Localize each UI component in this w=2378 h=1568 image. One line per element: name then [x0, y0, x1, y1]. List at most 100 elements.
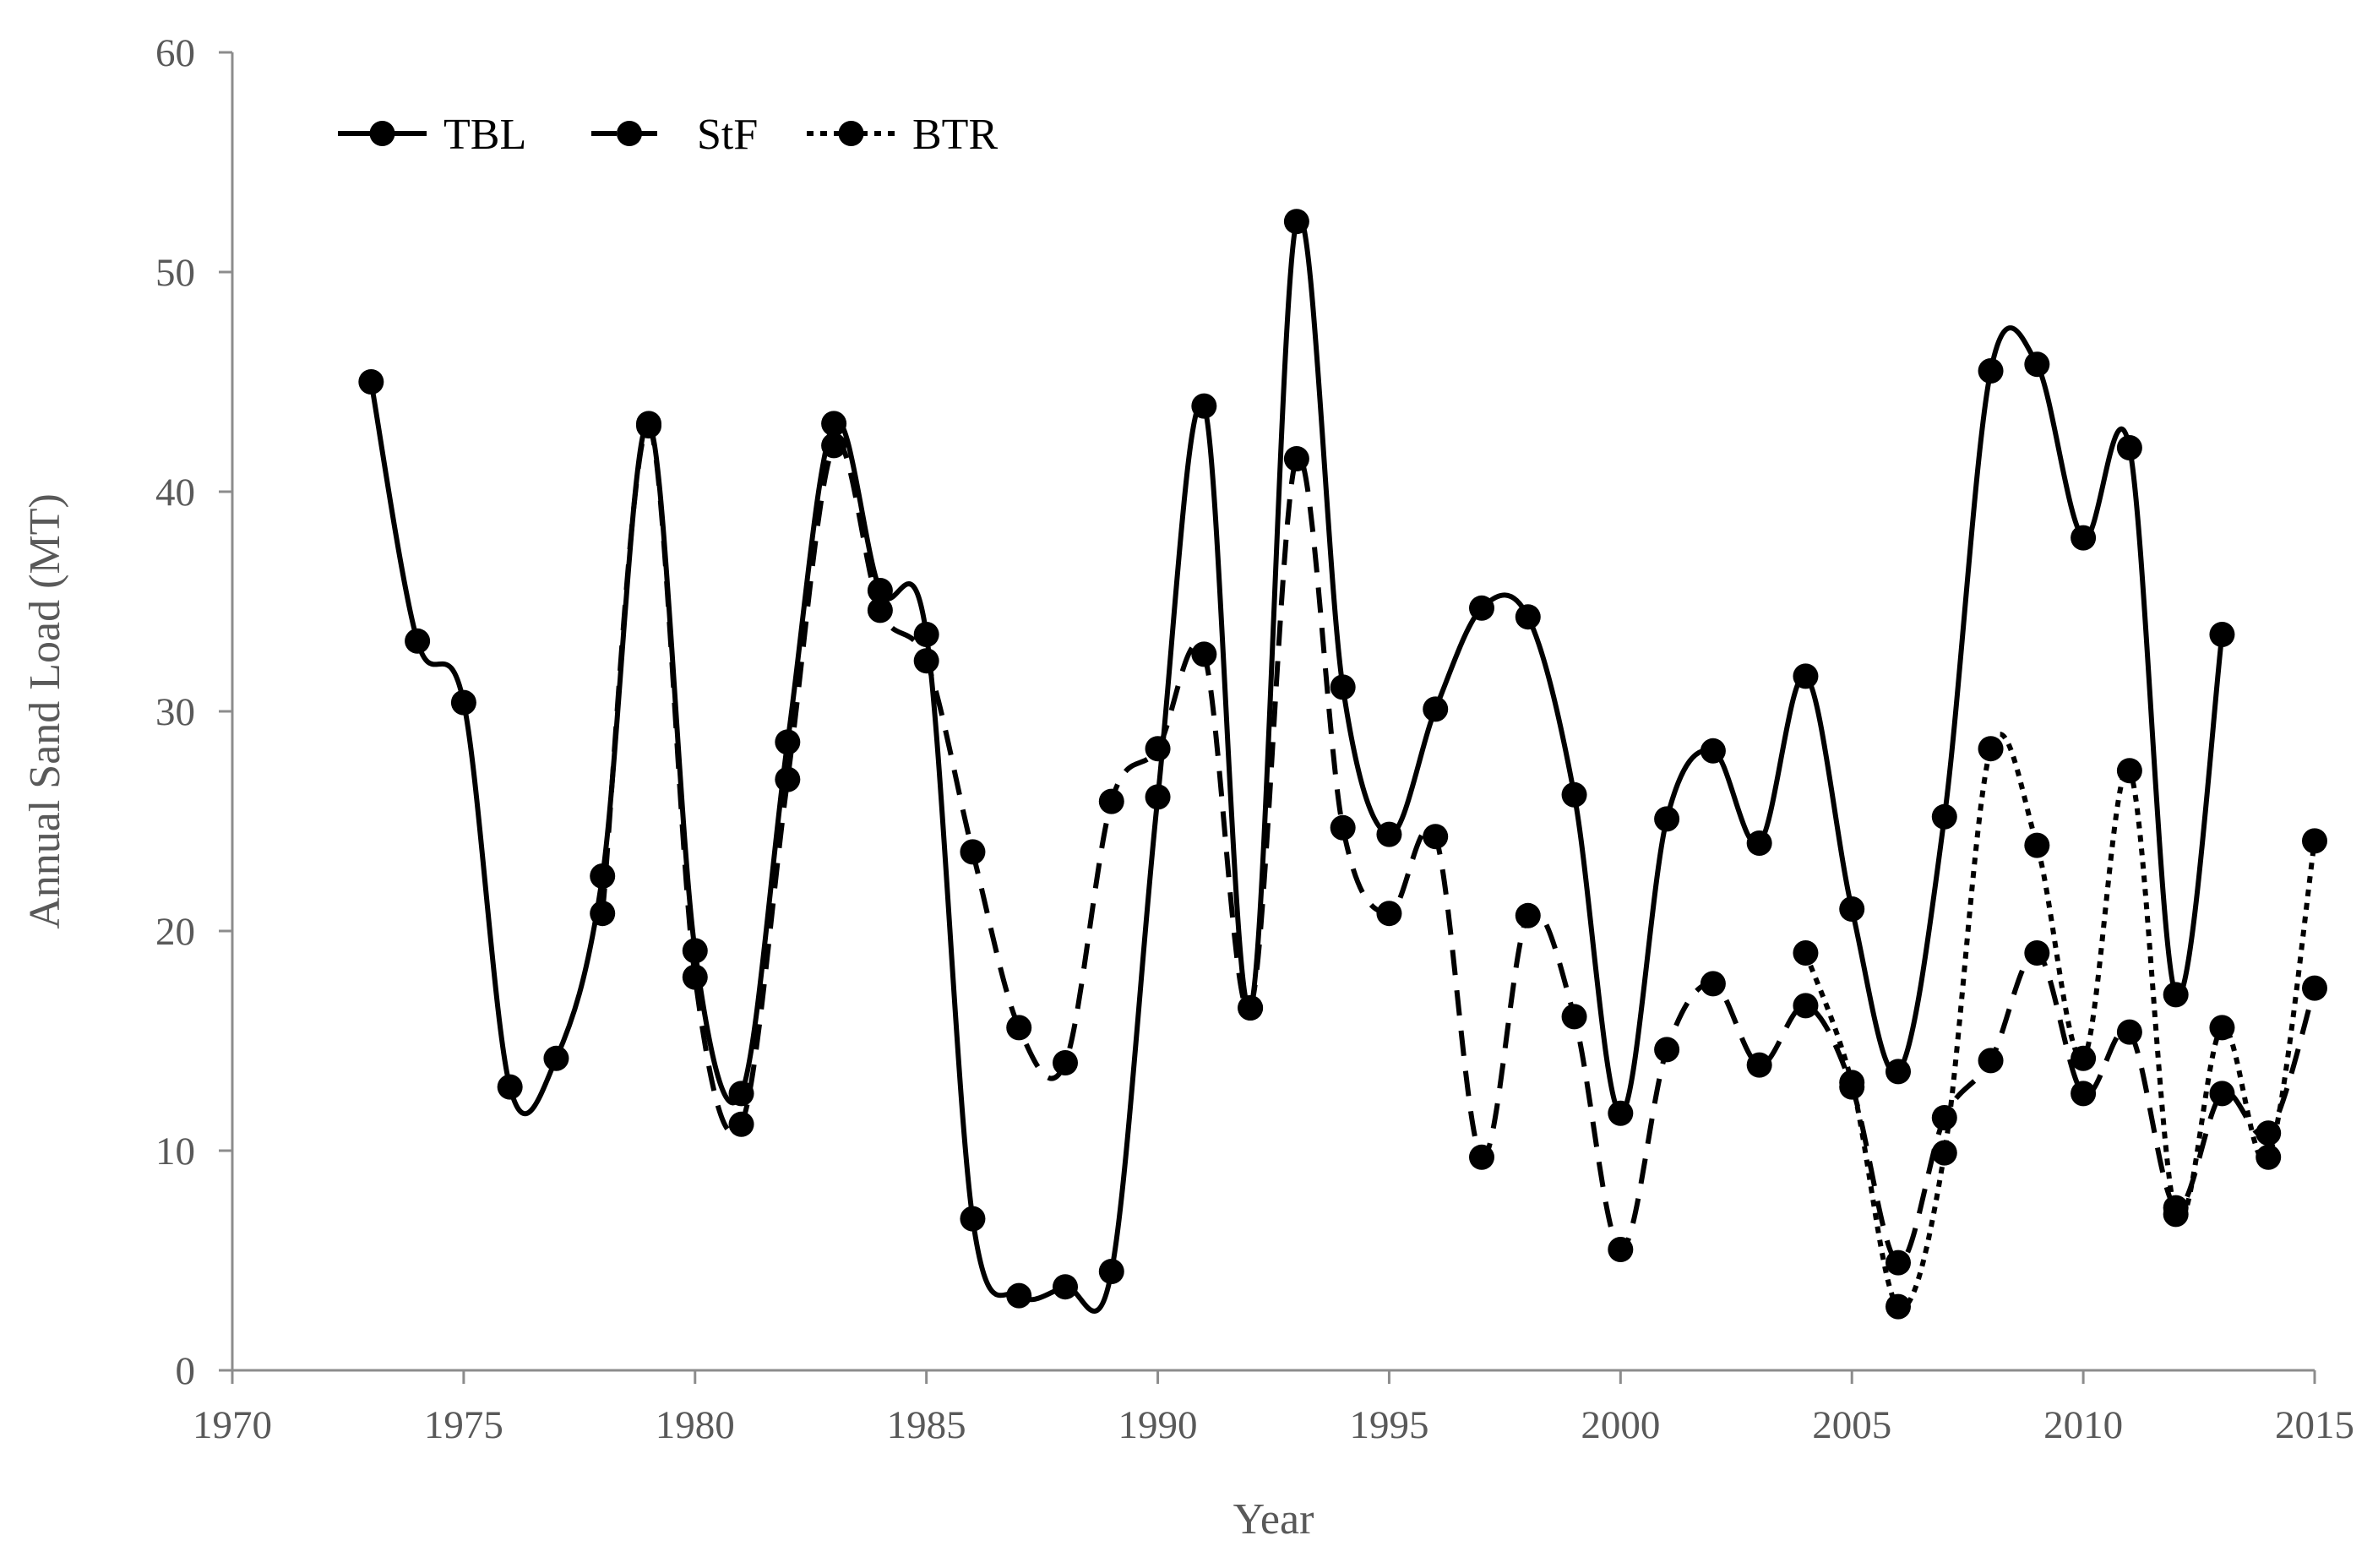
data-point-tbl — [775, 729, 801, 755]
y-tick-label: 40 — [155, 471, 195, 514]
data-point-tbl — [1053, 1274, 1078, 1300]
data-point-stf — [728, 1111, 754, 1137]
data-point-btr — [2256, 1144, 2282, 1170]
data-point-stf — [1793, 993, 1819, 1019]
data-point-btr — [2302, 828, 2327, 854]
x-tick-label: 1975 — [424, 1403, 503, 1447]
legend: TBL StF BTR — [338, 111, 998, 159]
data-point-stf — [867, 597, 893, 623]
data-point-stf — [1330, 814, 1356, 841]
data-point-tbl — [2163, 982, 2189, 1008]
data-point-stf — [2302, 975, 2327, 1001]
data-point-tbl — [2116, 435, 2142, 460]
data-point-btr — [2209, 1015, 2235, 1041]
data-point-tbl — [1931, 803, 1957, 830]
data-point-tbl — [1191, 393, 1217, 419]
x-tick-label: 1995 — [1349, 1403, 1428, 1447]
x-tick-label: 2000 — [1581, 1403, 1660, 1447]
data-point-tbl — [2071, 525, 2097, 551]
data-point-tbl — [1423, 696, 1449, 722]
x-tick-label: 1985 — [887, 1403, 966, 1447]
data-point-tbl — [1238, 995, 1264, 1021]
data-point-tbl — [2024, 351, 2050, 378]
data-point-stf — [2163, 1195, 2189, 1221]
data-point-tbl — [1098, 1259, 1124, 1284]
x-tick-label: 1970 — [193, 1403, 272, 1447]
data-point-tbl — [1746, 830, 1772, 856]
data-point-tbl — [1886, 1059, 1911, 1085]
data-point-stf — [2071, 1081, 2097, 1107]
x-tick-label: 2005 — [1812, 1403, 1891, 1447]
data-point-tbl — [1515, 604, 1541, 630]
data-point-stf — [960, 839, 986, 865]
legend-label: TBL — [443, 111, 526, 159]
data-point-tbl — [913, 622, 939, 647]
data-point-tbl — [728, 1081, 754, 1107]
series-line-tbl — [368, 214, 2225, 1314]
data-point-tbl — [867, 578, 893, 603]
data-point-btr — [2071, 1045, 2097, 1071]
data-point-tbl — [1700, 738, 1726, 764]
data-point-tbl — [960, 1206, 986, 1232]
data-point-btr — [2024, 832, 2050, 858]
legend-swatch-marker — [617, 121, 642, 146]
data-point-stf — [1423, 824, 1449, 850]
data-point-stf — [1839, 1074, 1865, 1100]
y-tick-label: 50 — [155, 251, 195, 295]
data-point-btr — [1886, 1293, 1911, 1320]
data-point-stf — [1191, 641, 1217, 667]
series-line-stf — [600, 422, 2317, 1266]
data-point-tbl — [1978, 358, 2004, 384]
data-point-stf — [1145, 736, 1171, 762]
y-tick-label: 10 — [155, 1130, 195, 1173]
data-point-tbl — [1654, 806, 1680, 832]
data-point-stf — [1886, 1250, 1911, 1276]
data-point-stf — [775, 766, 801, 792]
legend-swatch-marker — [369, 121, 395, 146]
data-point-stf — [2024, 940, 2050, 966]
data-point-tbl — [1793, 663, 1819, 689]
data-point-btr — [2116, 758, 2142, 784]
data-point-btr — [1931, 1140, 1957, 1166]
data-point-tbl — [1145, 784, 1171, 810]
x-axis-title: Year — [1233, 1495, 1314, 1544]
legend-item-tbl: TBL — [338, 111, 526, 159]
data-point-stf — [1515, 902, 1541, 928]
data-point-stf — [1469, 1144, 1494, 1170]
data-point-btr — [1793, 940, 1819, 966]
legend-item-btr: BTR — [807, 111, 998, 159]
data-point-tbl — [358, 369, 384, 395]
series-layer — [358, 209, 2327, 1320]
legend-label: StF — [697, 111, 758, 159]
data-point-tbl — [543, 1045, 569, 1071]
series-stf — [590, 413, 2327, 1276]
data-point-stf — [1098, 788, 1124, 814]
data-point-tbl — [2209, 622, 2235, 647]
data-point-tbl — [590, 863, 616, 889]
data-point-tbl — [1376, 821, 1402, 847]
data-point-btr — [1978, 736, 2004, 762]
data-point-tbl — [1006, 1282, 1032, 1309]
data-point-stf — [1561, 1004, 1587, 1030]
x-tick-label: 2015 — [2275, 1403, 2354, 1447]
x-tick-label: 2010 — [2043, 1403, 2123, 1447]
data-point-stf — [1006, 1015, 1032, 1041]
data-point-stf — [2256, 1120, 2282, 1146]
legend-item-stf: StF — [591, 111, 758, 159]
data-point-stf — [2209, 1081, 2235, 1107]
data-point-stf — [2116, 1019, 2142, 1045]
data-point-stf — [1931, 1105, 1957, 1130]
data-point-stf — [1283, 446, 1309, 471]
data-point-stf — [1746, 1052, 1772, 1078]
axes: 0 10 20 30 40 50 60 1970 1975 1980 1985 1990 1995 200… — [155, 31, 2354, 1447]
data-point-stf — [1376, 901, 1402, 927]
data-point-tbl — [1608, 1100, 1634, 1126]
data-point-tbl — [682, 938, 708, 964]
x-tick-label: 1980 — [656, 1403, 735, 1447]
y-tick-label: 0 — [176, 1349, 196, 1393]
legend-label: BTR — [912, 111, 998, 159]
data-point-tbl — [405, 628, 431, 654]
data-point-tbl — [1561, 781, 1587, 808]
